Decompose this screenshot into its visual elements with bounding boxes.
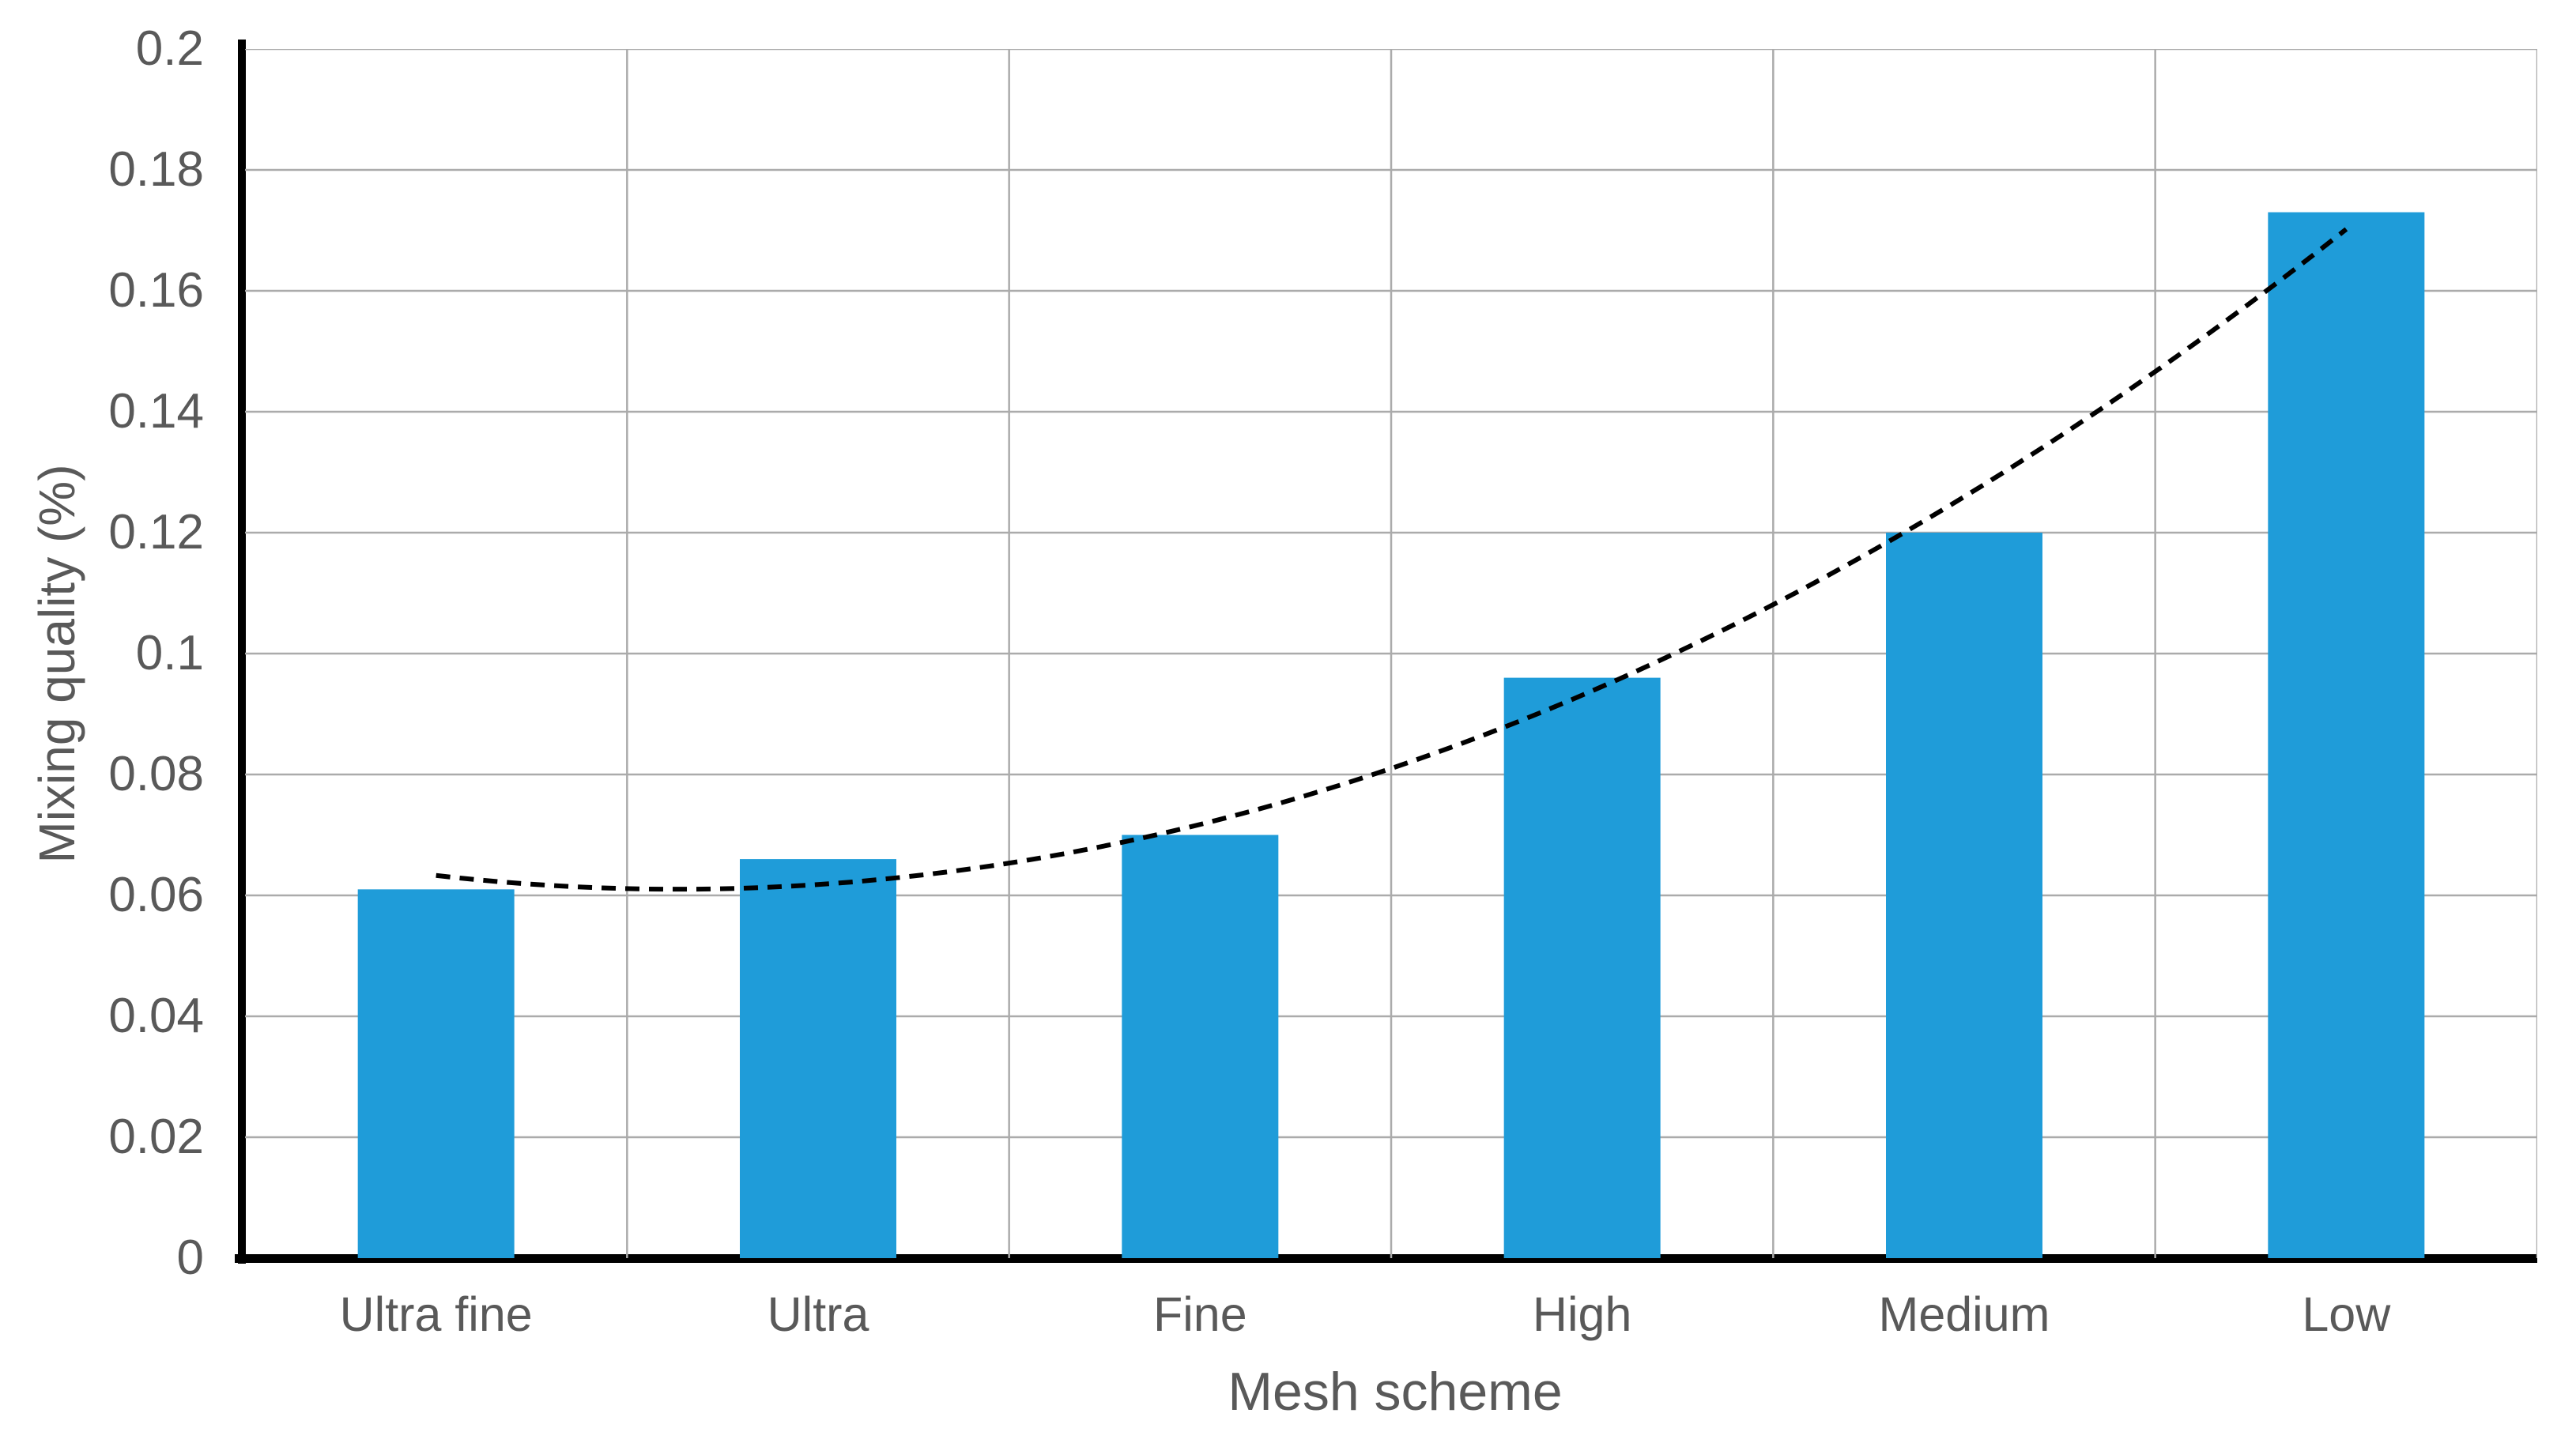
y-tick-label: 0 [176, 1230, 204, 1285]
x-axis-title: Mesh scheme [1228, 1362, 1563, 1422]
bar [1122, 835, 1279, 1258]
x-tick-label: Fine [1152, 1287, 1247, 1341]
y-tick-label: 0.14 [108, 384, 204, 439]
y-tick-label: 0.1 [135, 626, 204, 680]
bar [2268, 212, 2425, 1258]
y-tick-label: 0.02 [108, 1110, 204, 1164]
x-axis-line [235, 1254, 2537, 1263]
plot-area [245, 49, 2537, 1258]
x-tick-label: High [1532, 1287, 1632, 1341]
y-tick-label: 0.06 [108, 868, 204, 922]
bar [740, 859, 896, 1258]
x-tick-label: Medium [1878, 1287, 2050, 1341]
x-tick-label: Ultra fine [339, 1287, 533, 1341]
y-tick-label: 0.2 [135, 21, 204, 76]
y-tick-label: 0.12 [108, 505, 204, 560]
bar [1503, 677, 1661, 1258]
y-tick-label: 0.04 [108, 989, 204, 1043]
y-axis-line [238, 40, 246, 1264]
x-tick-label: Ultra [767, 1287, 869, 1341]
y-tick-label: 0.08 [108, 747, 204, 801]
x-tick-label: Low [2302, 1287, 2391, 1341]
y-tick-label: 0.16 [108, 263, 204, 318]
y-tick-label: 0.18 [108, 142, 204, 197]
bar [1886, 533, 2042, 1258]
bar [357, 889, 515, 1258]
trendline [436, 227, 2348, 892]
